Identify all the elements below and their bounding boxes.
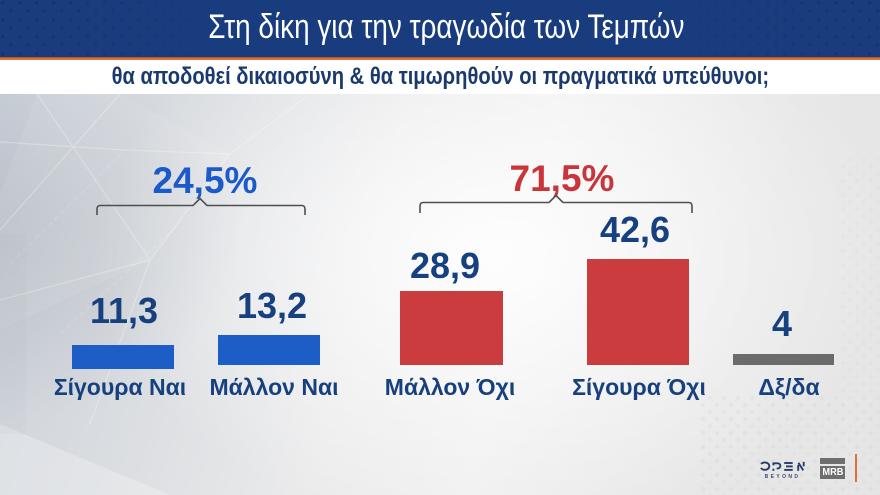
svg-text:BEYOND: BEYOND [765, 474, 801, 480]
